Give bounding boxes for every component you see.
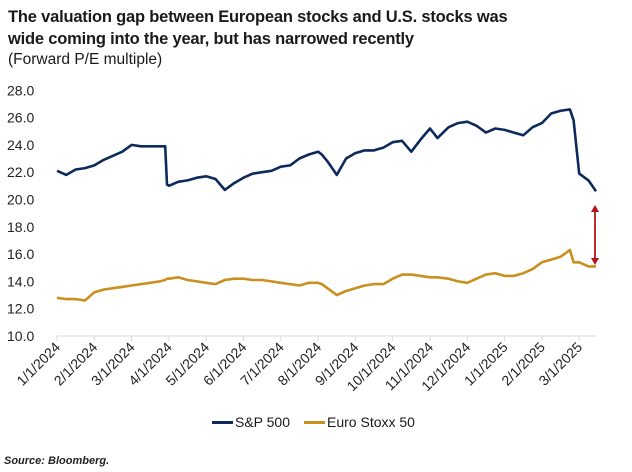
legend-label-euro-stoxx: Euro Stoxx 50 — [327, 414, 415, 430]
title-line-2: wide coming into the year, but has narro… — [8, 30, 414, 48]
y-tick-label: 20.0 — [7, 192, 34, 208]
annotation-layer — [591, 204, 599, 266]
x-axis: 1/1/20242/1/20243/1/20244/1/20245/1/2024… — [13, 335, 596, 394]
legend-item-euro-stoxx: Euro Stoxx 50 — [304, 414, 415, 430]
series-line-sp500 — [56, 108, 598, 193]
legend-item-sp500: S&P 500 — [212, 414, 290, 430]
y-tick-label: 10.0 — [7, 328, 34, 344]
legend-swatch-sp500 — [212, 420, 233, 424]
chart-title: The valuation gap between European stock… — [8, 6, 508, 50]
source-note: Source: Bloomberg. — [4, 455, 110, 467]
gap-arrow-head-up — [591, 204, 599, 212]
y-axis: 10.0 12.0 14.0 16.0 18.0 20.0 22.0 24.0 26.0 28.0 — [7, 82, 34, 344]
y-tick-label: 18.0 — [7, 219, 34, 235]
y-tick-label: 26.0 — [7, 110, 34, 126]
legend-swatch-euro-stoxx — [304, 420, 326, 424]
title-line-1: The valuation gap between European stock… — [8, 8, 508, 26]
chart-subtitle: (Forward P/E multiple) — [8, 51, 163, 68]
y-tick-label: 14.0 — [7, 273, 34, 289]
y-tick-label: 22.0 — [7, 164, 34, 180]
y-tick-label: 24.0 — [7, 137, 34, 153]
series-line-euro-stoxx — [56, 248, 596, 302]
series-layer — [56, 108, 598, 302]
legend-label-sp500: S&P 500 — [235, 414, 291, 430]
gap-arrow-head-down — [591, 258, 599, 266]
y-tick-label: 16.0 — [7, 246, 34, 262]
y-tick-label: 28.0 — [7, 82, 34, 98]
y-tick-label: 12.0 — [7, 301, 34, 317]
legend: S&P 500 Euro Stoxx 50 — [212, 414, 415, 430]
